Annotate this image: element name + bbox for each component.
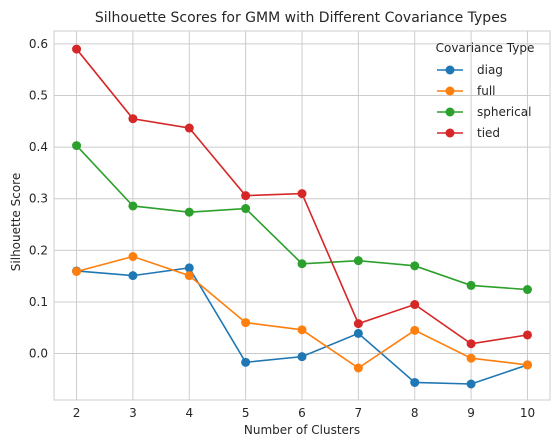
data-point-tied (184, 123, 194, 133)
legend-item-tied: tied (437, 126, 500, 140)
data-point-full (353, 363, 363, 373)
data-point-spherical (184, 207, 194, 217)
legend-label: tied (477, 126, 500, 140)
legend-marker (445, 86, 455, 96)
series-tied (72, 44, 532, 349)
x-tick-label: 8 (411, 406, 419, 420)
legend-marker (445, 128, 455, 138)
legend-marker (445, 65, 455, 75)
legend: Covariance Type diag full spherical tied (436, 41, 535, 140)
data-point-full (522, 360, 532, 370)
x-tick-label: 5 (242, 406, 250, 420)
data-point-tied (466, 339, 476, 349)
data-point-spherical (466, 280, 476, 290)
data-point-full (297, 325, 307, 335)
y-axis-ticks: 0.0 0.1 0.2 0.3 0.4 0.5 0.6 (29, 37, 48, 361)
data-point-spherical (241, 204, 251, 214)
x-tick-label: 7 (355, 406, 363, 420)
x-axis-ticks: 2 3 4 5 6 7 8 9 10 (73, 406, 535, 420)
data-point-diag (184, 263, 194, 273)
data-point-spherical (72, 141, 82, 151)
data-point-spherical (353, 256, 363, 266)
x-tick-label: 10 (520, 406, 535, 420)
legend-item-diag: diag (437, 63, 503, 77)
legend-label: full (477, 84, 496, 98)
data-point-diag (241, 357, 251, 367)
y-tick-label: 0.2 (29, 243, 48, 257)
data-point-tied (410, 300, 420, 310)
data-point-tied (297, 189, 307, 199)
x-tick-label: 4 (185, 406, 193, 420)
x-tick-label: 2 (73, 406, 81, 420)
y-tick-label: 0.0 (29, 347, 48, 361)
y-tick-label: 0.1 (29, 295, 48, 309)
y-tick-label: 0.6 (29, 37, 48, 51)
grid (54, 31, 550, 400)
data-point-diag (466, 379, 476, 389)
legend-label: diag (477, 63, 503, 77)
legend-item-full: full (437, 84, 496, 98)
data-point-spherical (410, 261, 420, 271)
x-tick-label: 9 (467, 406, 475, 420)
data-point-spherical (128, 201, 138, 211)
data-point-full (241, 318, 251, 328)
data-point-spherical (297, 259, 307, 269)
x-tick-label: 3 (129, 406, 137, 420)
legend-title: Covariance Type (436, 41, 535, 55)
y-tick-label: 0.3 (29, 192, 48, 206)
data-point-tied (522, 330, 532, 340)
series-diag (72, 263, 532, 389)
series-layer (72, 44, 532, 389)
data-point-diag (297, 352, 307, 362)
series-spherical (72, 141, 532, 295)
y-axis-label: Silhouette Score (9, 173, 23, 271)
data-point-full (410, 325, 420, 335)
chart-title: Silhouette Scores for GMM with Different… (95, 10, 507, 26)
data-point-full (466, 353, 476, 363)
x-tick-label: 6 (298, 406, 306, 420)
data-point-tied (353, 319, 363, 329)
data-point-tied (72, 44, 82, 54)
data-point-tied (241, 191, 251, 201)
data-point-full (72, 266, 82, 276)
data-point-full (184, 271, 194, 281)
data-point-full (128, 252, 138, 262)
data-point-diag (353, 328, 363, 338)
y-tick-label: 0.4 (29, 140, 48, 154)
x-axis-label: Number of Clusters (244, 423, 360, 437)
plot-frame (53, 30, 551, 401)
legend-label: spherical (477, 105, 531, 119)
data-point-diag (410, 377, 420, 387)
data-point-spherical (522, 285, 532, 295)
data-point-tied (128, 114, 138, 124)
legend-item-spherical: spherical (437, 105, 531, 119)
data-point-diag (128, 271, 138, 281)
y-tick-label: 0.5 (29, 89, 48, 103)
legend-marker (445, 107, 455, 117)
series-full (72, 252, 532, 373)
